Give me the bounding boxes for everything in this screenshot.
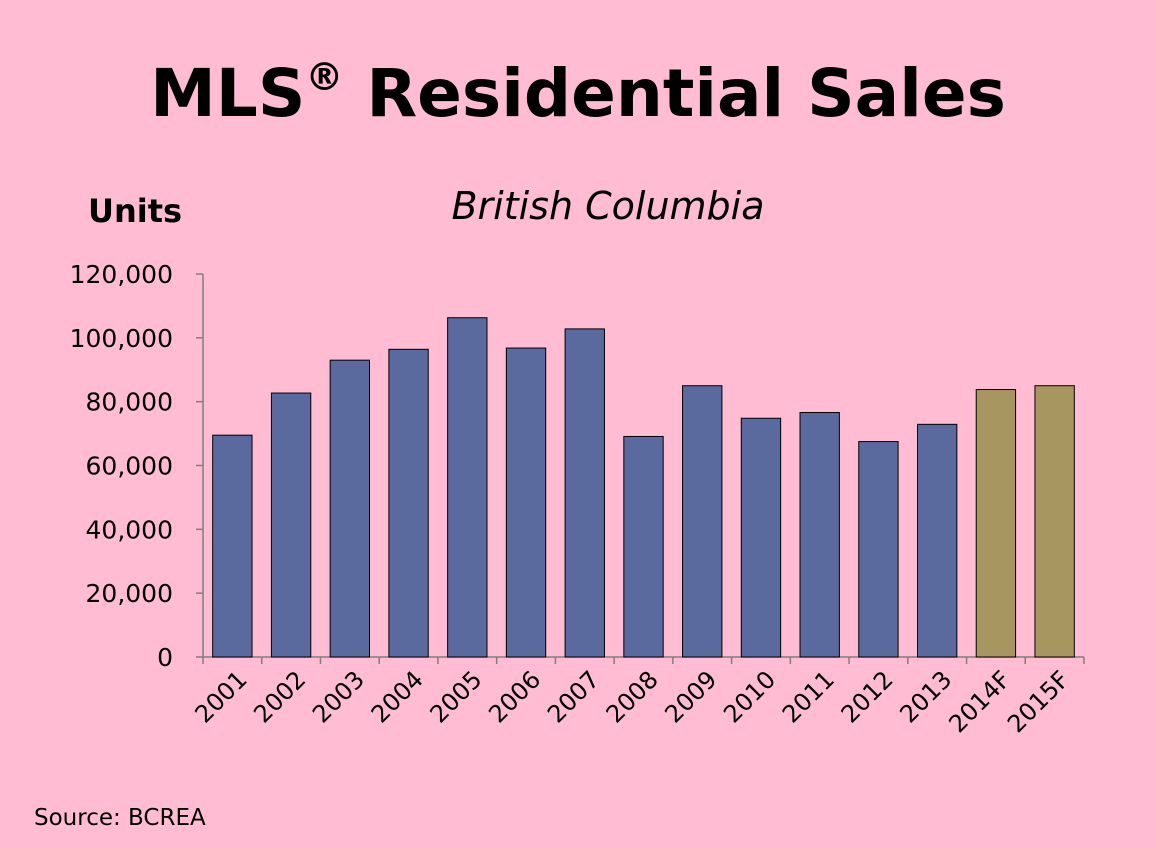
bar-2010 (740, 417, 782, 658)
bar-2015F (1034, 385, 1075, 658)
x-tick-label: 2012 (836, 665, 899, 728)
chart-title: MLS® Residential Sales (0, 55, 1156, 132)
y-ticks: 0 20,000 40,000 60,000 80,000 100,000 120,000 (70, 260, 203, 672)
bar-2001 (212, 434, 253, 658)
bar-2005 (447, 317, 488, 658)
bar-2011 (799, 412, 840, 658)
y-tick-label: 80,000 (86, 388, 173, 417)
chart-subtitle: British Columbia (451, 184, 765, 228)
bars (212, 317, 1075, 658)
x-tick-label: 2002 (248, 665, 311, 728)
y-tick-label: 100,000 (70, 324, 173, 353)
x-tick-label: 2001 (190, 665, 253, 728)
x-tick-label: 2008 (601, 665, 664, 728)
y-tick-label: 60,000 (86, 452, 173, 481)
x-tick-label: 2010 (718, 665, 781, 728)
x-ticks: 2001200220032004200520062007200820092010… (190, 657, 1085, 738)
title-main: MLS (150, 55, 306, 132)
y-tick-label: 120,000 (70, 260, 173, 289)
registered-mark: ® (305, 55, 344, 99)
x-tick-label: 2003 (307, 665, 370, 728)
x-tick-label: 2011 (777, 665, 840, 728)
x-tick-label: 2014F (943, 665, 1016, 738)
title-rest: Residential Sales (343, 55, 1006, 132)
x-tick-label: 2004 (366, 665, 429, 728)
bar-2003 (329, 359, 371, 658)
y-tick-label: 40,000 (86, 515, 173, 544)
x-tick-label: 2006 (483, 665, 546, 728)
y-axis-label: Units (88, 192, 183, 230)
bar-2012 (858, 441, 899, 658)
y-tick-label: 20,000 (86, 579, 173, 608)
bar-2007 (564, 328, 605, 658)
x-tick-label: 2005 (425, 665, 488, 728)
x-tick-label: 2009 (659, 665, 722, 728)
y-tick-label: 0 (157, 643, 173, 672)
bar-2014F (975, 389, 1017, 658)
x-tick-label: 2015F (1002, 665, 1075, 738)
source-note: Source: BCREA (34, 805, 206, 831)
bar-2008 (623, 435, 664, 658)
bar-2013 (916, 423, 958, 658)
bar-2002 (270, 392, 312, 658)
bar-2006 (505, 347, 547, 658)
x-tick-label: 2007 (542, 665, 605, 728)
bar-2004 (388, 348, 429, 658)
bar-2009 (682, 385, 723, 658)
